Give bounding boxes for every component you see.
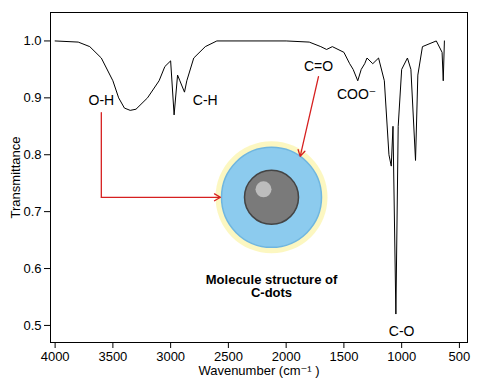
svg-text:3500: 3500 xyxy=(98,349,127,364)
svg-text:1000: 1000 xyxy=(387,349,416,364)
svg-text:COO⁻: COO⁻ xyxy=(337,86,376,102)
svg-text:0.9: 0.9 xyxy=(23,90,41,105)
svg-text:1.0: 1.0 xyxy=(23,33,41,48)
svg-text:C=O: C=O xyxy=(304,58,333,74)
svg-text:0.7: 0.7 xyxy=(23,204,41,219)
svg-text:3000: 3000 xyxy=(156,349,185,364)
svg-text:2000: 2000 xyxy=(272,349,301,364)
svg-text:C-H: C-H xyxy=(193,92,218,108)
svg-text:0.8: 0.8 xyxy=(23,147,41,162)
svg-text:0.6: 0.6 xyxy=(23,261,41,276)
svg-text:O-H: O-H xyxy=(88,92,114,108)
svg-text:Transmittance: Transmittance xyxy=(8,137,23,219)
svg-text:2500: 2500 xyxy=(214,349,243,364)
svg-text:Wavenumber (cm⁻¹ ): Wavenumber (cm⁻¹ ) xyxy=(198,363,319,378)
svg-text:1500: 1500 xyxy=(329,349,358,364)
svg-text:0.5: 0.5 xyxy=(23,318,41,333)
svg-text:C-O: C-O xyxy=(389,323,415,339)
svg-text:Molecule structure ofC-dots: Molecule structure ofC-dots xyxy=(206,272,338,300)
svg-text:4000: 4000 xyxy=(41,349,70,364)
svg-text:500: 500 xyxy=(449,349,471,364)
